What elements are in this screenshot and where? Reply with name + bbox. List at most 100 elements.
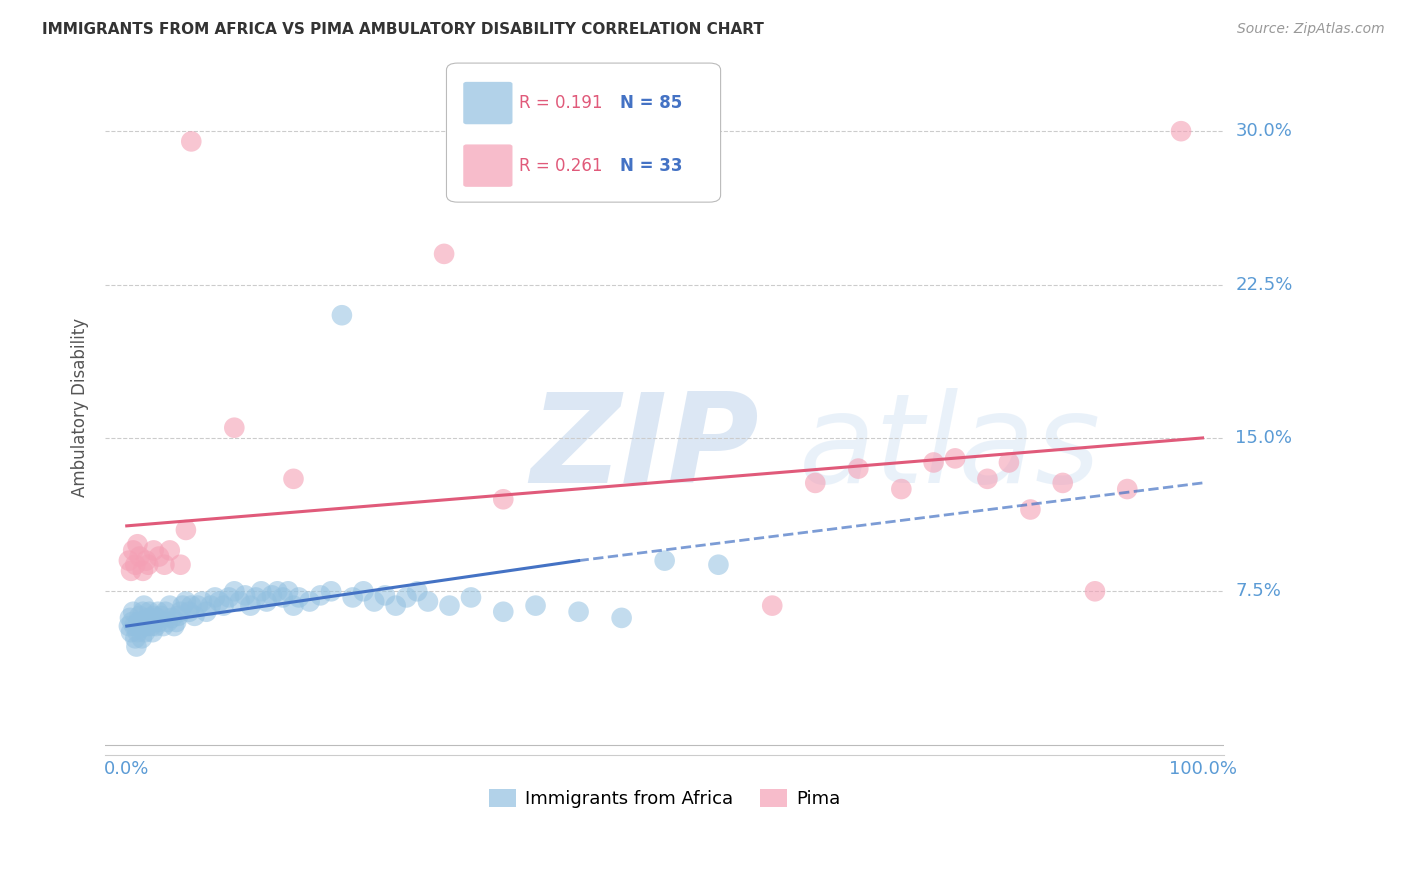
- Text: N = 85: N = 85: [620, 95, 682, 112]
- Point: [406, 584, 429, 599]
- Point: [124, 632, 146, 646]
- Point: [128, 549, 150, 564]
- Point: [283, 599, 305, 613]
- Point: [121, 615, 143, 629]
- Point: [172, 599, 194, 613]
- Point: [239, 599, 262, 613]
- Point: [1052, 475, 1074, 490]
- Text: 15.0%: 15.0%: [1236, 429, 1292, 447]
- Point: [122, 543, 145, 558]
- Point: [136, 619, 159, 633]
- Text: Source: ZipAtlas.com: Source: ZipAtlas.com: [1237, 22, 1385, 37]
- Point: [943, 451, 966, 466]
- Point: [148, 549, 170, 564]
- Point: [127, 625, 149, 640]
- Point: [138, 605, 160, 619]
- Point: [120, 564, 142, 578]
- Text: N = 33: N = 33: [620, 157, 682, 175]
- Point: [212, 599, 235, 613]
- Point: [146, 611, 169, 625]
- Point: [128, 608, 150, 623]
- FancyBboxPatch shape: [463, 82, 512, 124]
- Point: [492, 492, 515, 507]
- Point: [136, 611, 159, 625]
- Point: [180, 135, 202, 149]
- Point: [204, 591, 226, 605]
- Point: [187, 599, 209, 613]
- Point: [156, 615, 179, 629]
- Point: [277, 584, 299, 599]
- Point: [976, 472, 998, 486]
- Point: [342, 591, 364, 605]
- Point: [118, 611, 141, 625]
- Point: [761, 599, 783, 613]
- Text: atlas: atlas: [799, 389, 1101, 509]
- Point: [132, 605, 155, 619]
- Point: [384, 599, 406, 613]
- Point: [134, 625, 156, 640]
- Point: [922, 455, 945, 469]
- Point: [174, 523, 197, 537]
- Point: [152, 619, 174, 633]
- Point: [208, 594, 231, 608]
- Point: [169, 605, 191, 619]
- Point: [1170, 124, 1192, 138]
- Point: [224, 420, 246, 434]
- Point: [309, 588, 332, 602]
- Legend: Immigrants from Africa, Pima: Immigrants from Africa, Pima: [482, 781, 848, 815]
- Point: [155, 605, 177, 619]
- Point: [139, 615, 162, 629]
- Point: [169, 558, 191, 572]
- Point: [122, 605, 145, 619]
- Point: [233, 588, 256, 602]
- Point: [266, 584, 288, 599]
- Point: [245, 591, 267, 605]
- Point: [321, 584, 343, 599]
- Point: [416, 594, 439, 608]
- Text: 22.5%: 22.5%: [1236, 276, 1292, 293]
- Point: [118, 619, 141, 633]
- Point: [179, 605, 201, 619]
- Point: [395, 591, 418, 605]
- Point: [174, 594, 197, 608]
- Point: [654, 554, 676, 568]
- Point: [330, 308, 353, 322]
- Text: 30.0%: 30.0%: [1236, 122, 1292, 140]
- Point: [127, 537, 149, 551]
- Point: [135, 615, 157, 629]
- Point: [159, 543, 181, 558]
- Point: [132, 564, 155, 578]
- Point: [224, 584, 246, 599]
- Point: [153, 558, 176, 572]
- Point: [433, 247, 456, 261]
- Point: [191, 594, 214, 608]
- Point: [150, 608, 173, 623]
- Point: [160, 611, 183, 625]
- Point: [846, 461, 869, 475]
- Point: [122, 619, 145, 633]
- Point: [352, 584, 374, 599]
- Point: [374, 588, 396, 602]
- Point: [128, 615, 150, 629]
- Text: ZIP: ZIP: [530, 389, 759, 509]
- Point: [167, 608, 190, 623]
- Point: [256, 594, 278, 608]
- Text: 7.5%: 7.5%: [1236, 582, 1281, 600]
- Point: [120, 625, 142, 640]
- Point: [363, 594, 385, 608]
- Point: [163, 619, 186, 633]
- Point: [136, 558, 159, 572]
- Point: [524, 599, 547, 613]
- Point: [610, 611, 633, 625]
- Point: [131, 632, 153, 646]
- Point: [200, 599, 222, 613]
- Point: [148, 615, 170, 629]
- Point: [141, 619, 163, 633]
- Point: [1084, 584, 1107, 599]
- Point: [143, 615, 166, 629]
- Point: [142, 543, 165, 558]
- Point: [165, 615, 187, 629]
- Point: [1116, 482, 1139, 496]
- Point: [142, 608, 165, 623]
- Point: [492, 605, 515, 619]
